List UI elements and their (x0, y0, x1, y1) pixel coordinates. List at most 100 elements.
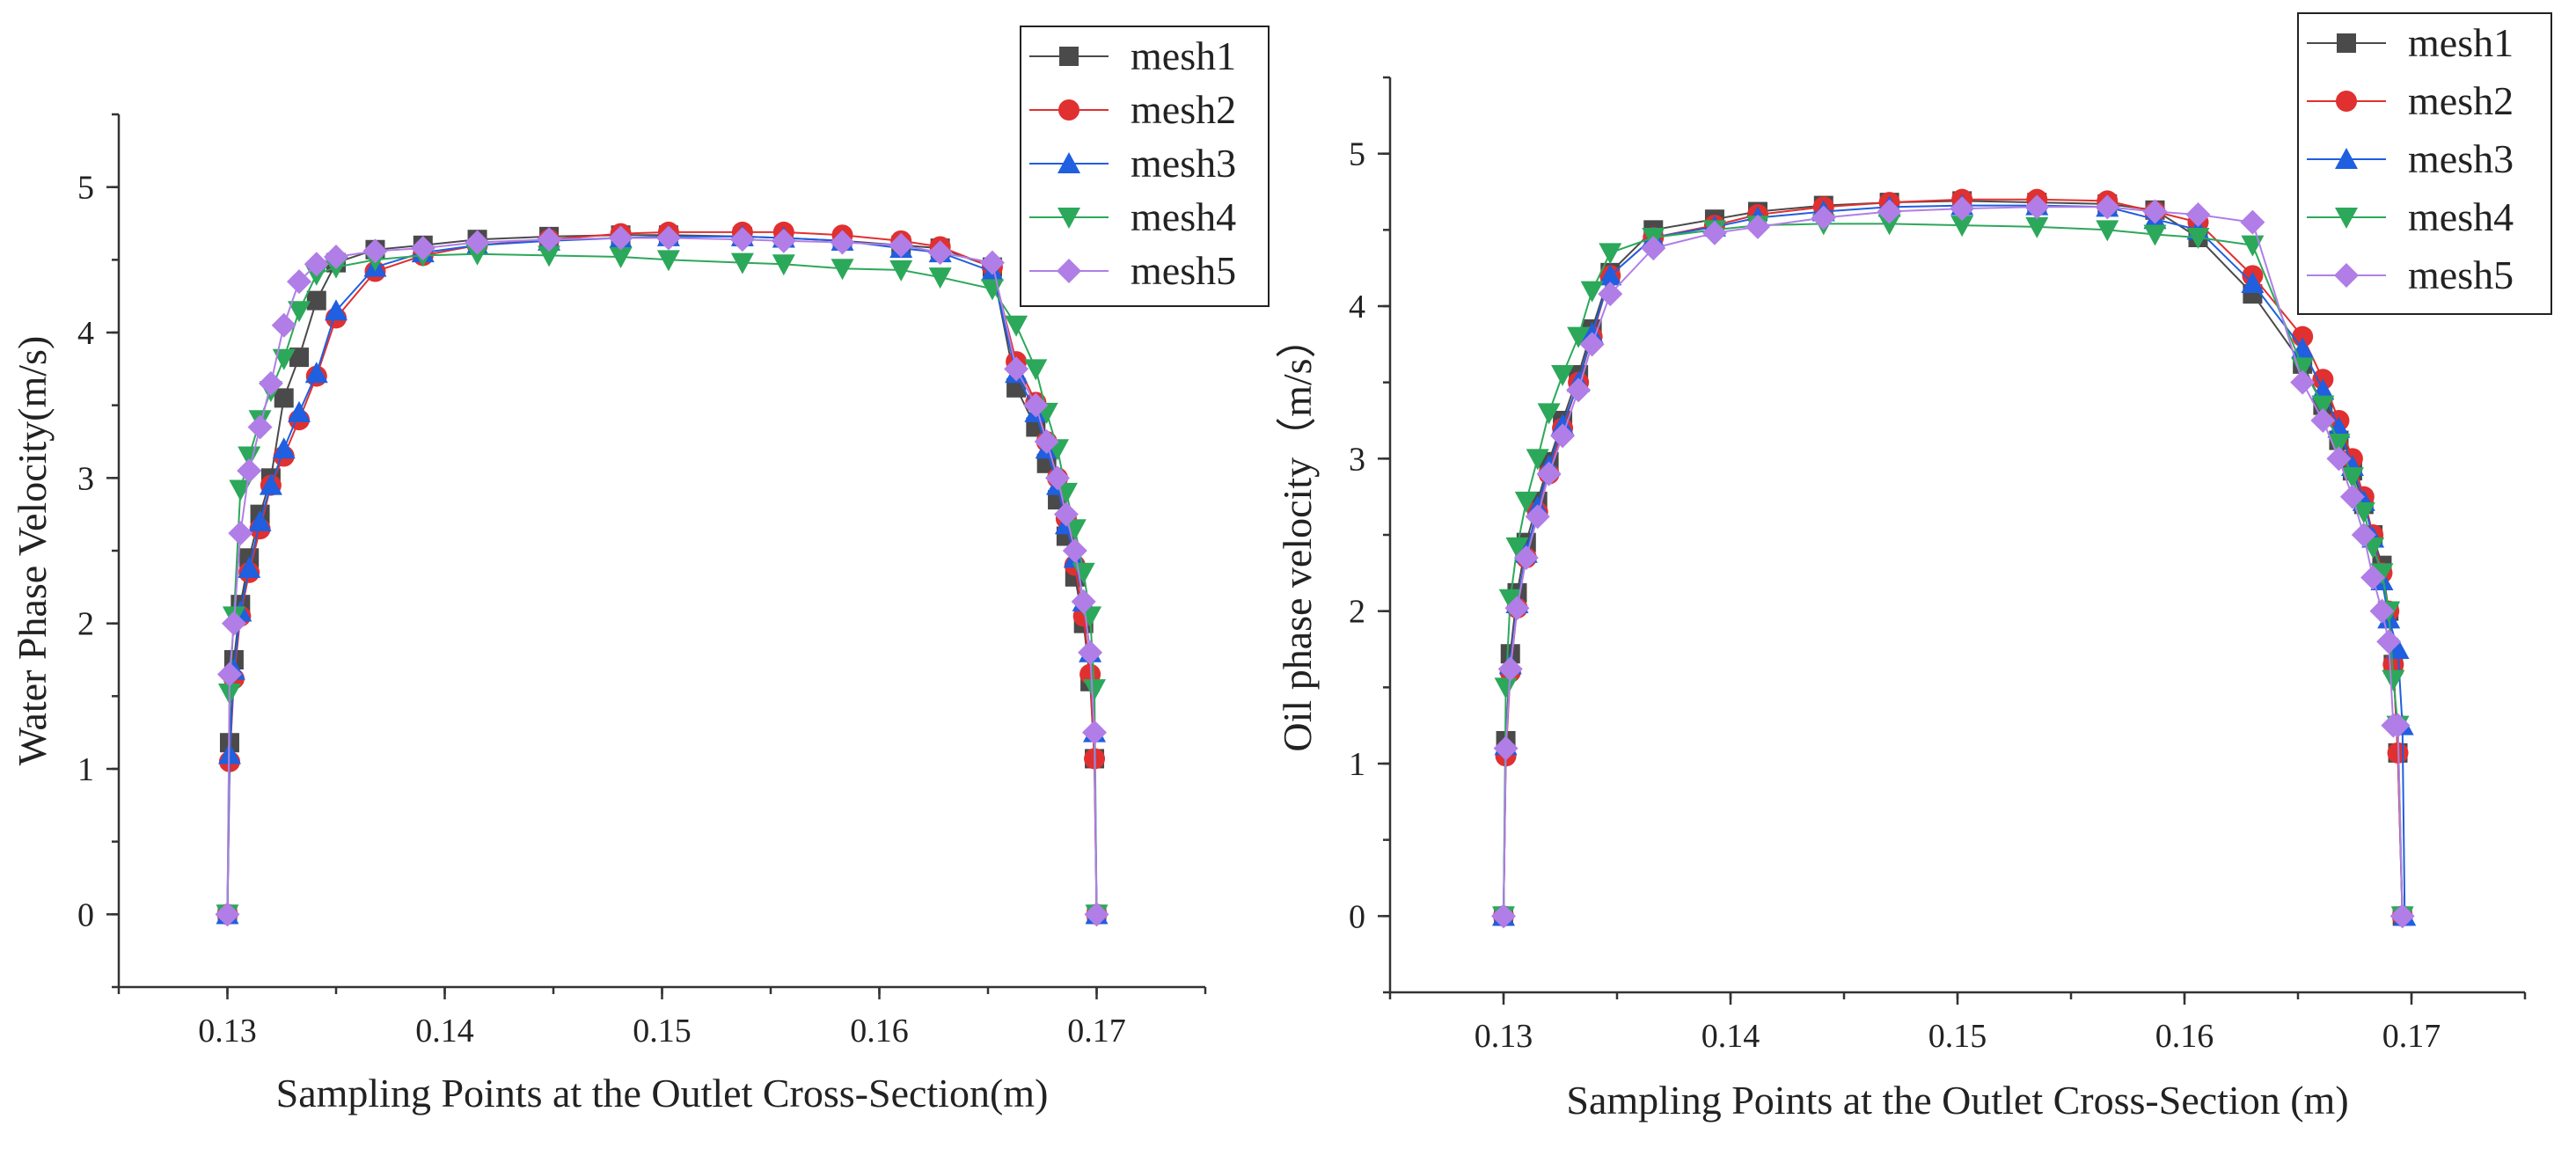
data-point-mesh5 (1491, 903, 1516, 929)
legend: mesh1 mesh2 mesh3 mesh4 mesh5 (1020, 26, 1270, 307)
series-line-mesh5 (1503, 206, 2404, 917)
series-mesh1 (217, 225, 1107, 925)
data-point-mesh4 (772, 254, 795, 276)
data-point-mesh5 (2310, 408, 2336, 433)
data-point-mesh5 (2326, 446, 2352, 472)
data-point-mesh4 (1498, 589, 1522, 611)
data-point-mesh3 (288, 400, 311, 422)
x-tick-label: 0.16 (850, 1013, 909, 1050)
data-point-mesh5 (1811, 205, 1836, 230)
data-point-mesh4 (1580, 281, 1604, 303)
x-tick-label: 0.14 (415, 1013, 474, 1050)
data-point-mesh5 (830, 230, 855, 255)
data-point-mesh5 (1504, 596, 1530, 621)
data-point-mesh4 (229, 479, 252, 501)
data-point-mesh5 (2360, 565, 2386, 590)
y-tick-label: 1 (77, 751, 94, 788)
data-point-mesh1 (274, 388, 294, 408)
data-point-mesh3 (2241, 272, 2265, 293)
legend-label-mesh3: mesh3 (1131, 141, 1236, 186)
data-point-mesh4 (1537, 403, 1561, 425)
data-point-mesh5 (2369, 598, 2395, 624)
data-point-mesh4 (1083, 679, 1107, 701)
data-point-mesh5 (258, 370, 283, 396)
legend-label-mesh2: mesh2 (1131, 87, 1236, 132)
data-point-mesh4 (2096, 220, 2119, 242)
data-point-mesh5 (2389, 903, 2415, 929)
y-axis-title: Water Phase Velocity(m/s) (10, 336, 55, 766)
data-point-mesh3 (259, 473, 282, 495)
data-point-mesh5 (1641, 236, 1666, 261)
data-point-mesh5 (1579, 332, 1605, 357)
data-point-mesh5 (1536, 461, 1562, 486)
legend-label-mesh1: mesh1 (1131, 33, 1236, 78)
data-point-mesh5 (1078, 640, 1103, 665)
data-point-mesh5 (889, 232, 914, 258)
data-point-mesh5 (1566, 377, 1592, 403)
x-axis-title: Sampling Points at the Outlet Cross-Sect… (276, 1071, 1049, 1115)
data-point-mesh5 (304, 252, 329, 277)
data-point-mesh5 (1084, 902, 1109, 927)
data-point-mesh4 (889, 260, 913, 282)
data-point-mesh4 (1526, 449, 1549, 471)
data-point-mesh4 (2352, 502, 2375, 523)
data-point-mesh4 (2382, 669, 2405, 691)
data-point-mesh5 (2385, 713, 2411, 738)
data-point-mesh5 (1004, 356, 1029, 382)
legend-label-mesh3: mesh3 (2408, 136, 2514, 181)
data-point-mesh1 (289, 347, 310, 368)
y-tick-label: 2 (77, 606, 94, 643)
y-tick-label: 5 (1349, 136, 1365, 173)
data-point-mesh3 (325, 299, 348, 321)
data-point-mesh5 (771, 228, 796, 253)
x-tick-label: 0.13 (1475, 1018, 1533, 1055)
data-point-mesh5 (271, 312, 296, 338)
data-point-mesh3 (2327, 416, 2351, 438)
legend: mesh1 mesh2 mesh3 mesh4 mesh5 (2297, 12, 2552, 315)
x-tick-label: 0.14 (1701, 1018, 1760, 1055)
legend-label-mesh2: mesh2 (2408, 78, 2514, 123)
data-point-mesh4 (1567, 326, 1591, 348)
legend-label-mesh4: mesh4 (2408, 194, 2514, 239)
data-point-mesh5 (228, 521, 253, 546)
data-point-mesh4 (609, 247, 633, 269)
data-point-mesh4 (656, 250, 680, 272)
data-point-mesh4 (2186, 228, 2210, 249)
legend-marker-mesh1 (2337, 33, 2356, 53)
data-point-mesh5 (2095, 194, 2120, 220)
legend-label-mesh5: mesh5 (1131, 248, 1236, 293)
data-point-mesh4 (1551, 365, 1575, 386)
data-point-mesh4 (1599, 243, 1622, 265)
data-point-mesh5 (655, 225, 681, 251)
data-point-mesh4 (238, 446, 261, 468)
series-mesh2 (216, 221, 1108, 925)
data-point-mesh5 (2376, 629, 2402, 655)
legend-marker-mesh3 (1057, 152, 1080, 173)
legend-marker-mesh2 (1058, 99, 1079, 121)
series-line-mesh1 (226, 234, 1098, 915)
legend-marker-mesh1 (1059, 47, 1079, 66)
data-point-mesh5 (1598, 282, 1623, 307)
data-point-mesh5 (2339, 484, 2365, 509)
data-point-mesh5 (1493, 735, 1519, 761)
data-point-mesh5 (2351, 523, 2376, 547)
series-mesh5 (1491, 194, 2415, 929)
data-point-mesh4 (2143, 224, 2167, 246)
data-point-mesh4 (928, 267, 952, 289)
data-point-mesh4 (538, 245, 561, 267)
data-point-mesh5 (1550, 423, 1576, 449)
series-line-mesh2 (226, 230, 1098, 915)
series-mesh4 (216, 244, 1109, 926)
data-point-mesh5 (979, 250, 1005, 275)
data-point-mesh5 (608, 225, 633, 251)
data-point-mesh4 (465, 244, 489, 266)
x-tick-label: 0.16 (2155, 1018, 2214, 1055)
series-line-mesh3 (1503, 204, 2406, 917)
data-point-mesh3 (304, 362, 328, 384)
water-velocity-chart: 0.13 0.14 0.15 0.16 0.17 0 1 2 3 4 5 Sampling Point… (10, 26, 1270, 1115)
y-tick-label: 3 (77, 460, 94, 497)
data-point-mesh4 (2370, 563, 2394, 585)
data-point-mesh5 (1062, 538, 1087, 563)
data-point-mesh5 (1053, 501, 1079, 527)
